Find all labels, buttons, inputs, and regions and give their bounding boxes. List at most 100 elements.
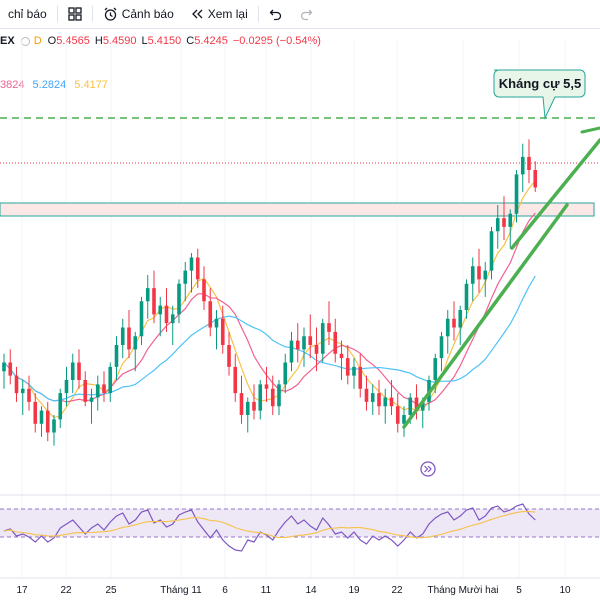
ma-mid-line bbox=[3, 212, 536, 407]
candle bbox=[202, 266, 206, 310]
undo-button[interactable] bbox=[261, 0, 291, 28]
candle bbox=[502, 196, 506, 240]
candle-body bbox=[370, 393, 375, 402]
candle-body bbox=[483, 270, 488, 280]
jump-to-realtime-button[interactable] bbox=[420, 461, 436, 477]
candle bbox=[514, 170, 519, 223]
candle-body bbox=[439, 336, 444, 359]
x-tick-label: 5 bbox=[516, 585, 522, 596]
layout-button[interactable] bbox=[60, 0, 90, 28]
candle-body bbox=[339, 353, 344, 359]
candle bbox=[383, 388, 388, 424]
candle bbox=[20, 380, 25, 415]
candle bbox=[264, 366, 269, 402]
candle bbox=[245, 397, 250, 433]
candle bbox=[170, 305, 175, 345]
candle bbox=[352, 358, 356, 389]
candle-body bbox=[495, 218, 500, 232]
candle-body bbox=[402, 415, 406, 424]
candle-body bbox=[152, 288, 156, 315]
candle-body bbox=[14, 375, 19, 394]
candle bbox=[477, 248, 481, 293]
symbol-name[interactable]: EX bbox=[0, 35, 15, 47]
open-value: 5.4565 bbox=[56, 35, 90, 47]
candle bbox=[158, 296, 163, 337]
candle-body bbox=[52, 419, 56, 433]
candle bbox=[464, 279, 469, 319]
candle-body bbox=[364, 388, 369, 402]
candle bbox=[227, 331, 231, 376]
candle bbox=[439, 331, 444, 372]
alarm-clock-icon bbox=[104, 7, 117, 21]
candle-body bbox=[520, 156, 525, 175]
x-tick-label: 11 bbox=[261, 585, 272, 596]
candle bbox=[414, 384, 419, 420]
uptrend-line-upper bbox=[510, 138, 600, 250]
candle-body bbox=[220, 318, 225, 345]
toolbar-divider bbox=[56, 6, 58, 22]
candle-body bbox=[514, 174, 519, 214]
low-value: 5.4150 bbox=[147, 35, 182, 47]
candle-body bbox=[108, 366, 113, 394]
replay-button[interactable]: Xem lại bbox=[182, 0, 256, 28]
candle-body bbox=[164, 305, 169, 324]
candle bbox=[308, 314, 313, 359]
candle-body bbox=[395, 406, 400, 424]
open-label: O bbox=[47, 35, 57, 47]
candle-body bbox=[45, 410, 50, 433]
redo-icon bbox=[300, 9, 313, 21]
x-tick-label: 25 bbox=[105, 585, 117, 596]
candle bbox=[239, 375, 244, 424]
candle bbox=[70, 353, 75, 394]
alert-label: Cảnh báo bbox=[121, 7, 174, 21]
candle-body bbox=[358, 366, 363, 389]
candle bbox=[189, 253, 194, 293]
candle bbox=[108, 362, 113, 402]
candle-body bbox=[195, 257, 200, 280]
candle-body bbox=[508, 213, 513, 227]
candle-body bbox=[70, 362, 75, 380]
candle-body bbox=[189, 257, 194, 271]
candle bbox=[27, 375, 31, 411]
candle-body bbox=[420, 401, 425, 411]
candle bbox=[289, 331, 294, 372]
candle-body bbox=[289, 340, 294, 363]
candle-body bbox=[414, 397, 419, 411]
candle bbox=[339, 340, 344, 380]
candle bbox=[458, 305, 463, 345]
candle-body bbox=[239, 393, 244, 415]
candle-body bbox=[452, 318, 456, 328]
candle bbox=[252, 384, 256, 420]
redo-button[interactable] bbox=[291, 0, 321, 28]
candle bbox=[8, 349, 13, 385]
indicators-button[interactable]: chỉ báo bbox=[0, 0, 55, 28]
candle bbox=[2, 353, 6, 389]
ma-slow-line bbox=[3, 275, 536, 402]
uptrend-line-stub bbox=[580, 126, 600, 134]
candle bbox=[295, 323, 300, 363]
candle-body bbox=[158, 305, 163, 315]
candle-body bbox=[477, 266, 481, 280]
candle-body bbox=[345, 358, 350, 376]
indicators-label: chỉ báo bbox=[8, 7, 47, 21]
candle-body bbox=[145, 288, 150, 302]
resistance-callout: Kháng cự 5,5 bbox=[493, 69, 586, 120]
candle-body bbox=[464, 283, 469, 310]
candle-body bbox=[95, 384, 100, 398]
candle bbox=[320, 318, 325, 363]
candle-body bbox=[389, 397, 394, 407]
candle bbox=[395, 393, 400, 433]
candle bbox=[283, 353, 288, 394]
candle bbox=[520, 143, 525, 192]
toolbar-divider bbox=[91, 6, 93, 22]
candle-body bbox=[64, 380, 69, 394]
candle bbox=[114, 336, 119, 380]
candle bbox=[470, 257, 475, 302]
alert-button[interactable]: Cảnh báo bbox=[95, 0, 182, 28]
ma2-value: 5.2824 bbox=[32, 79, 67, 91]
candle-body bbox=[33, 401, 38, 424]
x-tick-label: 6 bbox=[222, 585, 228, 596]
candle-body bbox=[183, 270, 188, 284]
candle bbox=[358, 353, 363, 398]
